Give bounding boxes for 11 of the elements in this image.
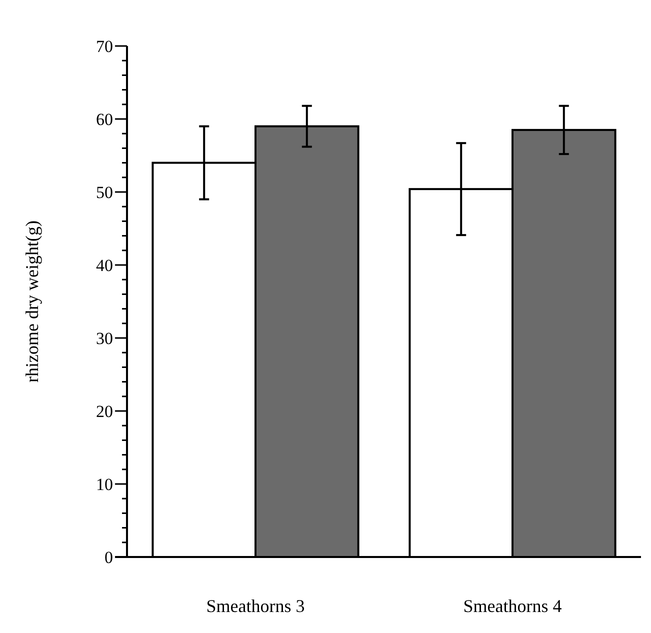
x-tick-label: Smeathorns 3 — [206, 596, 305, 616]
y-tick-label: 60 — [96, 110, 113, 129]
y-tick-label: 20 — [96, 402, 113, 421]
y-tick-label: 0 — [104, 548, 113, 567]
y-tick-label: 70 — [96, 36, 113, 56]
y-tick-label: 40 — [96, 256, 113, 275]
y-tick-label: 10 — [96, 474, 113, 494]
y-axis-title: rhizome dry weight(g) — [22, 220, 42, 382]
y-tick-label: 30 — [96, 328, 113, 348]
y-tick-label: 50 — [96, 182, 113, 202]
x-tick-label: Smeathorns 4 — [463, 596, 562, 616]
